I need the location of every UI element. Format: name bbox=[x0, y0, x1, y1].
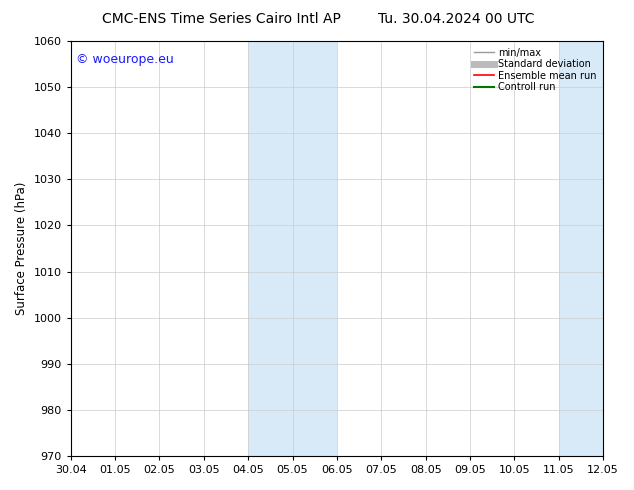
Bar bbox=[248, 41, 337, 456]
Legend: min/max, Standard deviation, Ensemble mean run, Controll run: min/max, Standard deviation, Ensemble me… bbox=[472, 46, 598, 94]
Text: CMC-ENS Time Series Cairo Intl AP: CMC-ENS Time Series Cairo Intl AP bbox=[103, 12, 341, 26]
Y-axis label: Surface Pressure (hPa): Surface Pressure (hPa) bbox=[15, 182, 28, 315]
Text: © woeurope.eu: © woeurope.eu bbox=[76, 53, 174, 67]
Bar bbox=[559, 41, 603, 456]
Text: Tu. 30.04.2024 00 UTC: Tu. 30.04.2024 00 UTC bbox=[378, 12, 534, 26]
